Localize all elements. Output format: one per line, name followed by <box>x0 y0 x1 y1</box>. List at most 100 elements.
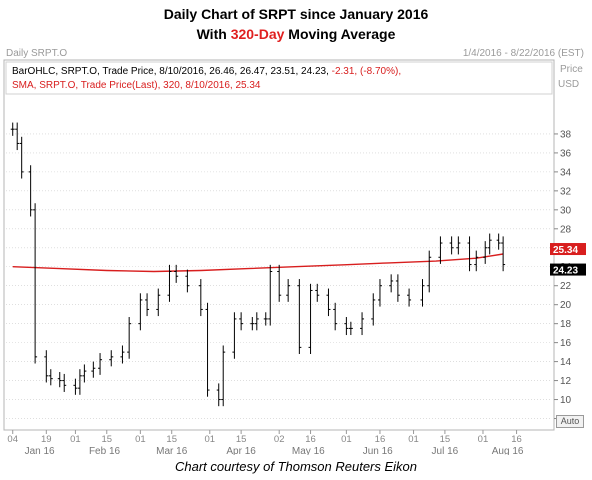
ohlc-bar <box>427 250 432 293</box>
ohlc-bar <box>297 279 302 355</box>
y-tick-label: 32 <box>560 186 572 197</box>
price-tag-label: 25.34 <box>553 245 578 256</box>
x-day-label: 15 <box>166 434 177 445</box>
y-tick-label: 20 <box>560 300 572 311</box>
chart-header-range: 1/4/2016 - 8/22/2016 (EST) <box>462 48 584 59</box>
ohlc-bar <box>28 165 33 217</box>
chart-header-symbol: Daily SRPT.O <box>6 48 68 59</box>
x-month-label: Feb 16 <box>89 446 121 455</box>
auto-scale-button[interactable]: Auto <box>556 415 584 428</box>
ohlc-bar <box>315 283 320 302</box>
x-day-label: 16 <box>375 434 386 445</box>
ohlc-bar <box>389 274 394 293</box>
x-day-label: 16 <box>305 434 316 445</box>
ohlc-bar <box>277 264 282 302</box>
x-day-label: 01 <box>478 434 489 445</box>
ohlc-bar <box>348 321 353 336</box>
ohlc-bar <box>216 383 221 407</box>
chart-title-highlight: 320-Day <box>230 26 285 42</box>
legend-box <box>5 61 553 95</box>
ohlc-bar <box>456 236 461 255</box>
ohlc-bar <box>333 302 338 331</box>
x-day-label: 01 <box>135 434 146 445</box>
ohlc-bar <box>487 233 492 255</box>
legend-ohlc-change: -2.31, (-8.70%), <box>331 66 402 77</box>
legend-ohlc: BarOHLC, SRPT.O, Trade Price, 8/10/2016,… <box>12 66 401 77</box>
chart-title-suffix: Moving Average <box>284 26 396 42</box>
ohlc-bar <box>250 317 255 331</box>
ohlc-bar <box>62 373 67 392</box>
plot-frame <box>3 59 555 431</box>
y-tick-label: 30 <box>560 205 572 216</box>
ohlc-bar <box>420 279 425 307</box>
y-tick-label: 28 <box>560 224 572 235</box>
ohlc-bar <box>496 233 501 250</box>
x-day-label: 15 <box>236 434 247 445</box>
chart-caption: Chart courtesy of Thomson Reuters Eikon <box>174 459 418 474</box>
ohlc-series <box>10 122 506 407</box>
ohlc-bar <box>377 279 382 307</box>
y-tick-label: 10 <box>560 395 572 406</box>
y-tick-label: 38 <box>560 129 572 140</box>
price-tags: 25.34 24.23 <box>550 243 586 277</box>
ohlc-bar <box>91 361 96 378</box>
ohlc-bar <box>371 293 376 326</box>
ohlc-bar <box>407 288 412 307</box>
x-month-label: Mar 16 <box>156 446 188 455</box>
chart-title-line1: Daily Chart of SRPT since January 2016 <box>163 6 429 22</box>
ohlc-bar <box>326 288 331 317</box>
x-day-label: 01 <box>341 434 352 445</box>
x-day-label: 15 <box>101 434 112 445</box>
y-tick-label: 22 <box>560 281 572 292</box>
ohlc-bar <box>308 283 313 355</box>
ohlc-bar <box>286 279 291 302</box>
y-tick-label: 16 <box>560 338 572 349</box>
x-month-label: Jul 16 <box>432 446 459 455</box>
y-axis-unit: USD <box>558 79 579 90</box>
ohlc-bar <box>15 122 20 151</box>
y-axis-label: Price <box>560 64 583 75</box>
ohlc-bar <box>239 312 244 331</box>
chart-title-line2: With 320-Day Moving Average <box>0 26 592 42</box>
y-tick-label: 14 <box>560 357 572 368</box>
ohlc-bar <box>232 312 237 359</box>
ohlc-bar <box>109 350 114 367</box>
x-day-label: 15 <box>440 434 451 445</box>
sma-series <box>12 253 504 273</box>
ohlc-bar <box>57 372 62 388</box>
x-day-label: 01 <box>204 434 215 445</box>
ohlc-bar <box>127 317 132 359</box>
ohlc-bar <box>483 241 488 264</box>
price-tag-box <box>550 243 586 256</box>
ohlc-bar <box>268 264 273 326</box>
chart-title-prefix: With <box>196 26 231 42</box>
ohlc-bar <box>174 264 179 283</box>
ohlc-bar <box>19 136 24 179</box>
ohlc-bar <box>73 378 78 395</box>
price-chart: Price USD 810121416182022242628303234363… <box>3 59 586 455</box>
ohlc-bar <box>221 345 226 407</box>
x-month-label: May 16 <box>292 446 325 455</box>
x-month-label: Jan 16 <box>25 446 55 455</box>
x-day-label: 04 <box>7 434 18 445</box>
ohlc-bar <box>501 236 506 272</box>
ohlc-bar <box>48 369 53 386</box>
legend-ohlc-text: BarOHLC, SRPT.O, Trade Price, 8/10/2016,… <box>12 66 329 77</box>
ohlc-bar <box>198 279 203 317</box>
y-ticks: 8101214161820222426283032343638 <box>554 129 572 425</box>
x-ticks: 04 19 01 15 01 15 01 15 02 16 01 16 01 15 01 16 Jan 16 Fe… <box>4 429 554 455</box>
ohlc-bar <box>145 293 150 317</box>
ohlc-bar <box>474 250 479 272</box>
ohlc-bar <box>167 264 172 302</box>
ohlc-bar <box>156 288 161 317</box>
ohlc-bar <box>82 364 87 383</box>
ohlc-bar <box>77 369 82 395</box>
ohlc-bar <box>120 345 125 364</box>
y-tick-label: 18 <box>560 319 572 330</box>
ohlc-bar <box>254 312 259 331</box>
ohlc-bar <box>10 122 15 136</box>
ohlc-bar <box>205 302 210 397</box>
ohlc-bar <box>395 274 400 302</box>
ohlc-bar <box>185 269 190 293</box>
ohlc-bar <box>263 312 268 326</box>
